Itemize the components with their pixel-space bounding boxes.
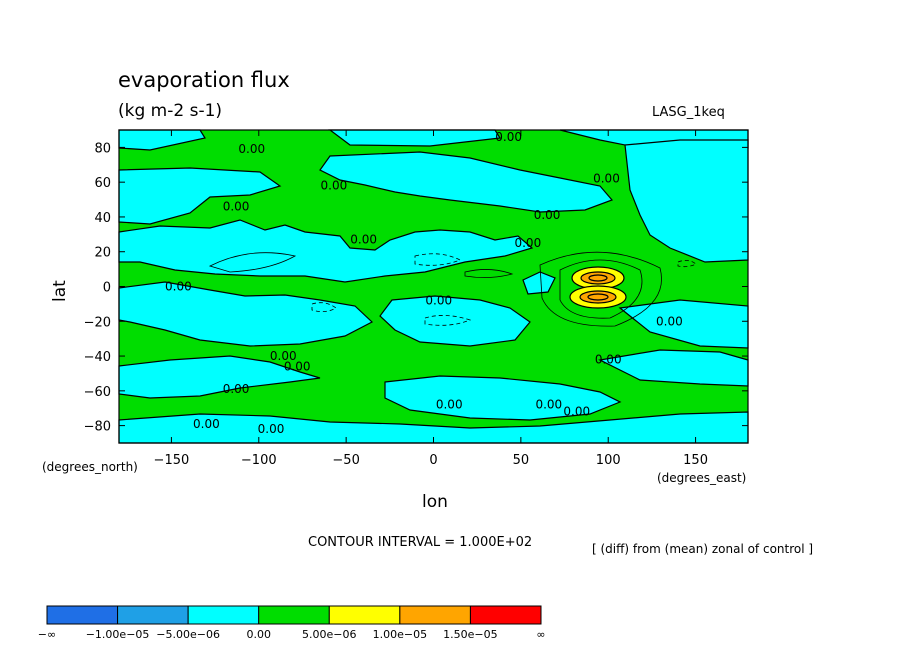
colorbar-label: −∞ — [38, 628, 56, 641]
contour-interval-text: CONTOUR INTERVAL = 1.000E+02 — [308, 535, 533, 550]
colorbar-label: 5.00e−06 — [302, 628, 356, 641]
y-tick-label: −40 — [84, 350, 111, 365]
y-unit-label: (degrees_north) — [42, 460, 138, 474]
x-tick-label: 100 — [596, 453, 621, 468]
axis-ticks: −150 −100 −50 0 50 100 150 80 60 40 20 0 −20 −40 −60 −8… — [84, 130, 748, 468]
contour-label: 0.00 — [223, 382, 250, 396]
contour-label: 0.00 — [656, 314, 683, 328]
x-tick-label: −50 — [332, 453, 359, 468]
x-unit-label: (degrees_east) — [657, 471, 747, 485]
contour-label: 0.00 — [284, 359, 311, 373]
contour-label: 0.00 — [321, 179, 348, 193]
colorbar-swatch — [328, 605, 401, 625]
y-tick-label: 40 — [94, 211, 111, 226]
contour-label: 0.00 — [535, 398, 562, 412]
contour-label: 0.00 — [563, 405, 590, 419]
contour-label: 0.00 — [534, 208, 561, 222]
colorbar-swatch — [469, 605, 542, 625]
positive-maxima — [569, 266, 627, 309]
y-tick-label: 20 — [94, 246, 111, 261]
colorbar-swatch — [46, 605, 119, 625]
colorbar-swatch — [399, 605, 471, 625]
y-tick-label: 60 — [94, 176, 111, 191]
x-tick-label: 150 — [683, 453, 708, 468]
contour-label: 0.00 — [436, 398, 463, 412]
contour-label: 0.00 — [270, 349, 297, 363]
negative-regions — [118, 129, 749, 444]
contour-label: 0.00 — [193, 417, 220, 431]
colorbar-label: 1.50e−05 — [443, 628, 497, 641]
contour-label: 0.00 — [238, 142, 265, 156]
contour-label: 0.00 — [425, 293, 452, 307]
contour-field — [118, 129, 749, 444]
contour-labels: 0.000.000.00 0.000.000.000.00 0.000.000.00… — [165, 130, 683, 436]
dashed-contours — [311, 253, 697, 326]
colorbar-swatch — [258, 605, 330, 625]
contour-label: 0.00 — [593, 172, 620, 186]
y-tick-label: −80 — [84, 420, 111, 435]
y-tick-label: 80 — [94, 141, 111, 156]
run-label: LASG_1keq — [652, 105, 725, 120]
contour-label: 0.00 — [258, 422, 285, 436]
chart-title: evaporation flux — [118, 68, 290, 92]
colorbar-label: ∞ — [536, 628, 545, 641]
contour-label: 0.00 — [514, 236, 541, 250]
x-axis-label: lon — [422, 492, 448, 512]
y-tick-label: 0 — [103, 281, 111, 296]
colorbar-label: −5.00e−06 — [156, 628, 220, 641]
colorbar-label: −1.00e−05 — [86, 628, 150, 641]
y-tick-label: −60 — [84, 385, 111, 400]
colorbar: −∞ −1.00e−05 −5.00e−06 0.00 5.00e−06 1.00e−05… — [38, 605, 546, 641]
contour-label: 0.00 — [495, 130, 522, 144]
colorbar-swatch — [187, 605, 260, 625]
y-tick-label: −20 — [84, 315, 111, 330]
colorbar-label: 1.00e−05 — [373, 628, 427, 641]
contour-label: 0.00 — [350, 233, 377, 247]
x-tick-label: −100 — [241, 453, 277, 468]
colorbar-label: 0.00 — [246, 628, 271, 641]
x-tick-label: −150 — [154, 453, 190, 468]
x-tick-label: 0 — [429, 453, 437, 468]
x-tick-label: 50 — [513, 453, 530, 468]
contour-label: 0.00 — [595, 353, 622, 367]
diff-note: [ (diff) from (mean) zonal of control ] — [592, 542, 814, 556]
contour-label: 0.00 — [223, 200, 250, 214]
thin-contours — [208, 251, 662, 327]
colorbar-swatch — [117, 605, 189, 625]
contour-label: 0.00 — [165, 280, 192, 294]
chart-subtitle: (kg m-2 s-1) — [118, 101, 223, 121]
